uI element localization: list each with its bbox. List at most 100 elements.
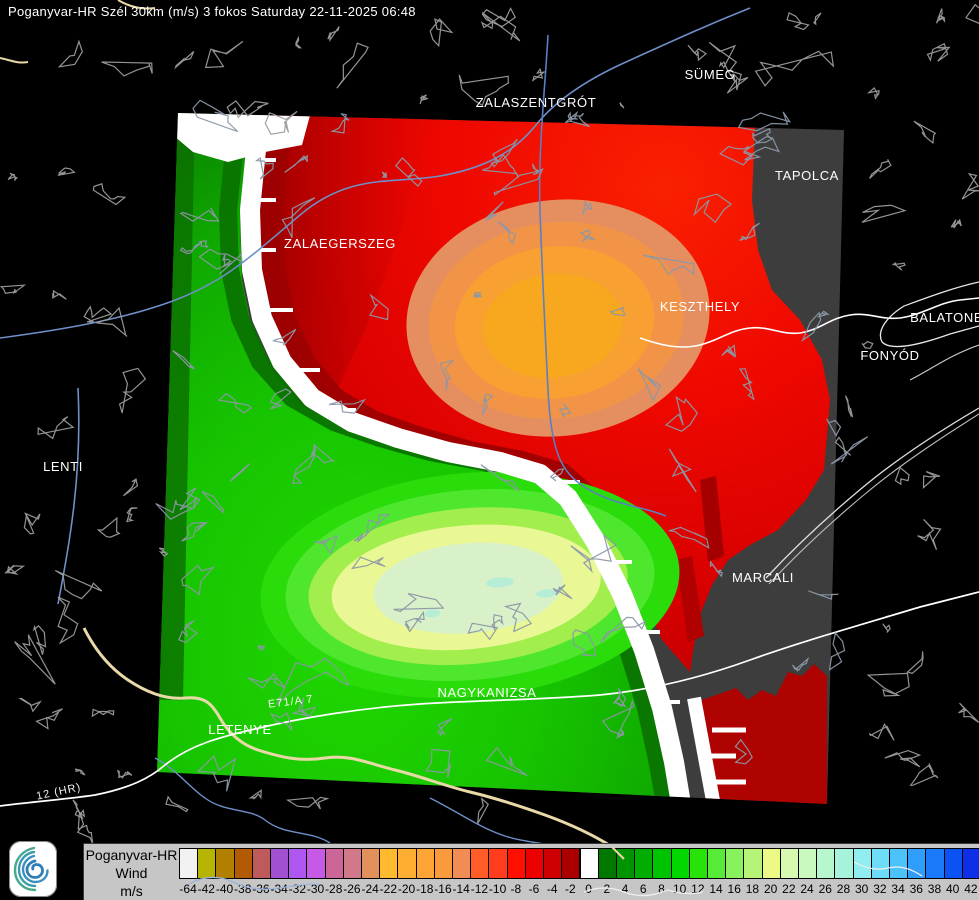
colorbar-tick: 26 (818, 882, 832, 896)
contour-squiggle (481, 7, 517, 28)
contour-squiggle (570, 533, 618, 574)
contour-squiggle (709, 560, 724, 578)
contour-squiggle (531, 67, 547, 82)
colorbar-cell (688, 848, 708, 879)
contour-squiggle (935, 8, 946, 24)
colorbar-tick: -12 (470, 882, 489, 896)
contour-squiggle (52, 289, 67, 300)
contour-squiggle (726, 69, 749, 94)
colorbar-cell (743, 848, 763, 879)
city-label: ZALASZENTGRÓT (475, 94, 597, 110)
contour-squiggle (917, 518, 942, 550)
contour-squiggle (436, 718, 453, 737)
contour-squiggle (158, 547, 169, 557)
contour-squiggle (394, 157, 423, 188)
contour-squiggle (179, 207, 220, 223)
contour-squiggle (909, 763, 939, 786)
contour-squiggle (708, 41, 738, 74)
contour-squiggle (786, 12, 810, 31)
city-label: TAPOLCA (775, 167, 839, 183)
contour-squiggle (327, 26, 340, 43)
contour-squiggle (272, 328, 297, 346)
contour-squiggle (719, 145, 754, 166)
contour-squiggle (737, 111, 792, 132)
colorbar-tick: -32 (288, 882, 306, 896)
contour-squiggle (882, 623, 891, 633)
colorbar-cell (251, 848, 272, 879)
colorbar-tick: -10 (488, 882, 507, 896)
colorbar-cell (506, 848, 526, 879)
contour-squiggle (54, 569, 103, 600)
contour-squiggle (181, 564, 216, 596)
contour-squiggle (503, 602, 533, 633)
colorbar-tick: 38 (927, 882, 942, 896)
contour-squiggle (284, 155, 309, 173)
contour-squiggle (37, 416, 75, 440)
contour-squiggle (217, 392, 253, 414)
contour-squiggle (754, 50, 835, 87)
contour-squiggle (961, 172, 979, 200)
legend-quantity: Wind (115, 865, 148, 881)
contour-squiggle (57, 596, 79, 645)
colorbar-tick: 8 (658, 882, 665, 896)
contour-squiggle (57, 167, 76, 176)
contour-squiggle (612, 686, 627, 708)
legend-product: Poganyvar-HR (85, 847, 178, 863)
city-label: BALATONBO (910, 309, 979, 325)
contour-squiggle (642, 254, 695, 276)
contour-squiggle (248, 789, 262, 800)
colorbar-tick: -24 (361, 882, 379, 896)
contour-squiggle (866, 672, 910, 697)
contour-squiggle (0, 284, 27, 295)
contour-squiggle (35, 708, 63, 730)
contour-squiggle (599, 616, 647, 644)
colorbar-cell (524, 848, 545, 879)
colorbar-tick: -2 (565, 882, 576, 896)
colorbar-cell (452, 848, 472, 879)
colorbar-tick: 34 (891, 882, 905, 896)
colorbar-cell (415, 848, 435, 879)
colorbar-cell (652, 848, 672, 879)
legend-unit: m/s (120, 883, 143, 899)
contour-squiggle (922, 471, 941, 489)
contour-squiggle (179, 487, 201, 511)
settlement-contours (0, 3, 979, 844)
contour-squiggle (172, 350, 195, 370)
colorbar-cell (907, 848, 927, 879)
colorbar-tick: 6 (639, 882, 647, 896)
contour-squiggle (861, 340, 874, 349)
contour-squiggle (738, 368, 755, 401)
contour-squiggle (7, 172, 19, 181)
contour-squiggle (668, 448, 697, 493)
contour-squiggle (310, 445, 335, 464)
orange-jet-core (406, 199, 710, 437)
contour-squiggle (480, 464, 520, 492)
colorbar-tick: 2 (603, 882, 611, 896)
contour-squiggle (281, 197, 316, 239)
contour-squiggle (892, 262, 906, 271)
contour-squiggle (264, 110, 298, 135)
white-streaks (708, 727, 746, 785)
zero-band-jags (246, 158, 680, 704)
colorbar-tick: -14 (452, 882, 470, 896)
contour-squiggle (564, 112, 590, 128)
colorbar-tick: 32 (873, 882, 887, 896)
colorbar-cell (725, 848, 745, 879)
cyclone-spiral-icon (13, 846, 49, 892)
colorbar-cell (634, 848, 654, 879)
contour-squiggle (869, 159, 892, 179)
contour-squiggle (96, 516, 121, 538)
contour-squiggle (844, 395, 854, 418)
colorbar-cell (488, 848, 508, 879)
colorbar-cell (543, 848, 563, 879)
contour-squiggle (637, 368, 662, 402)
contour-squiggle (552, 584, 573, 600)
contour-squiggle (23, 512, 41, 535)
contour-squiggle (884, 749, 922, 768)
colorbar-cell (306, 848, 326, 879)
colorbar-tick: -40 (215, 882, 234, 896)
contour-squiggle (285, 796, 330, 810)
contour-squiggle (609, 306, 626, 317)
legend-text: Poganyvar-HR Wind m/s (84, 846, 179, 900)
